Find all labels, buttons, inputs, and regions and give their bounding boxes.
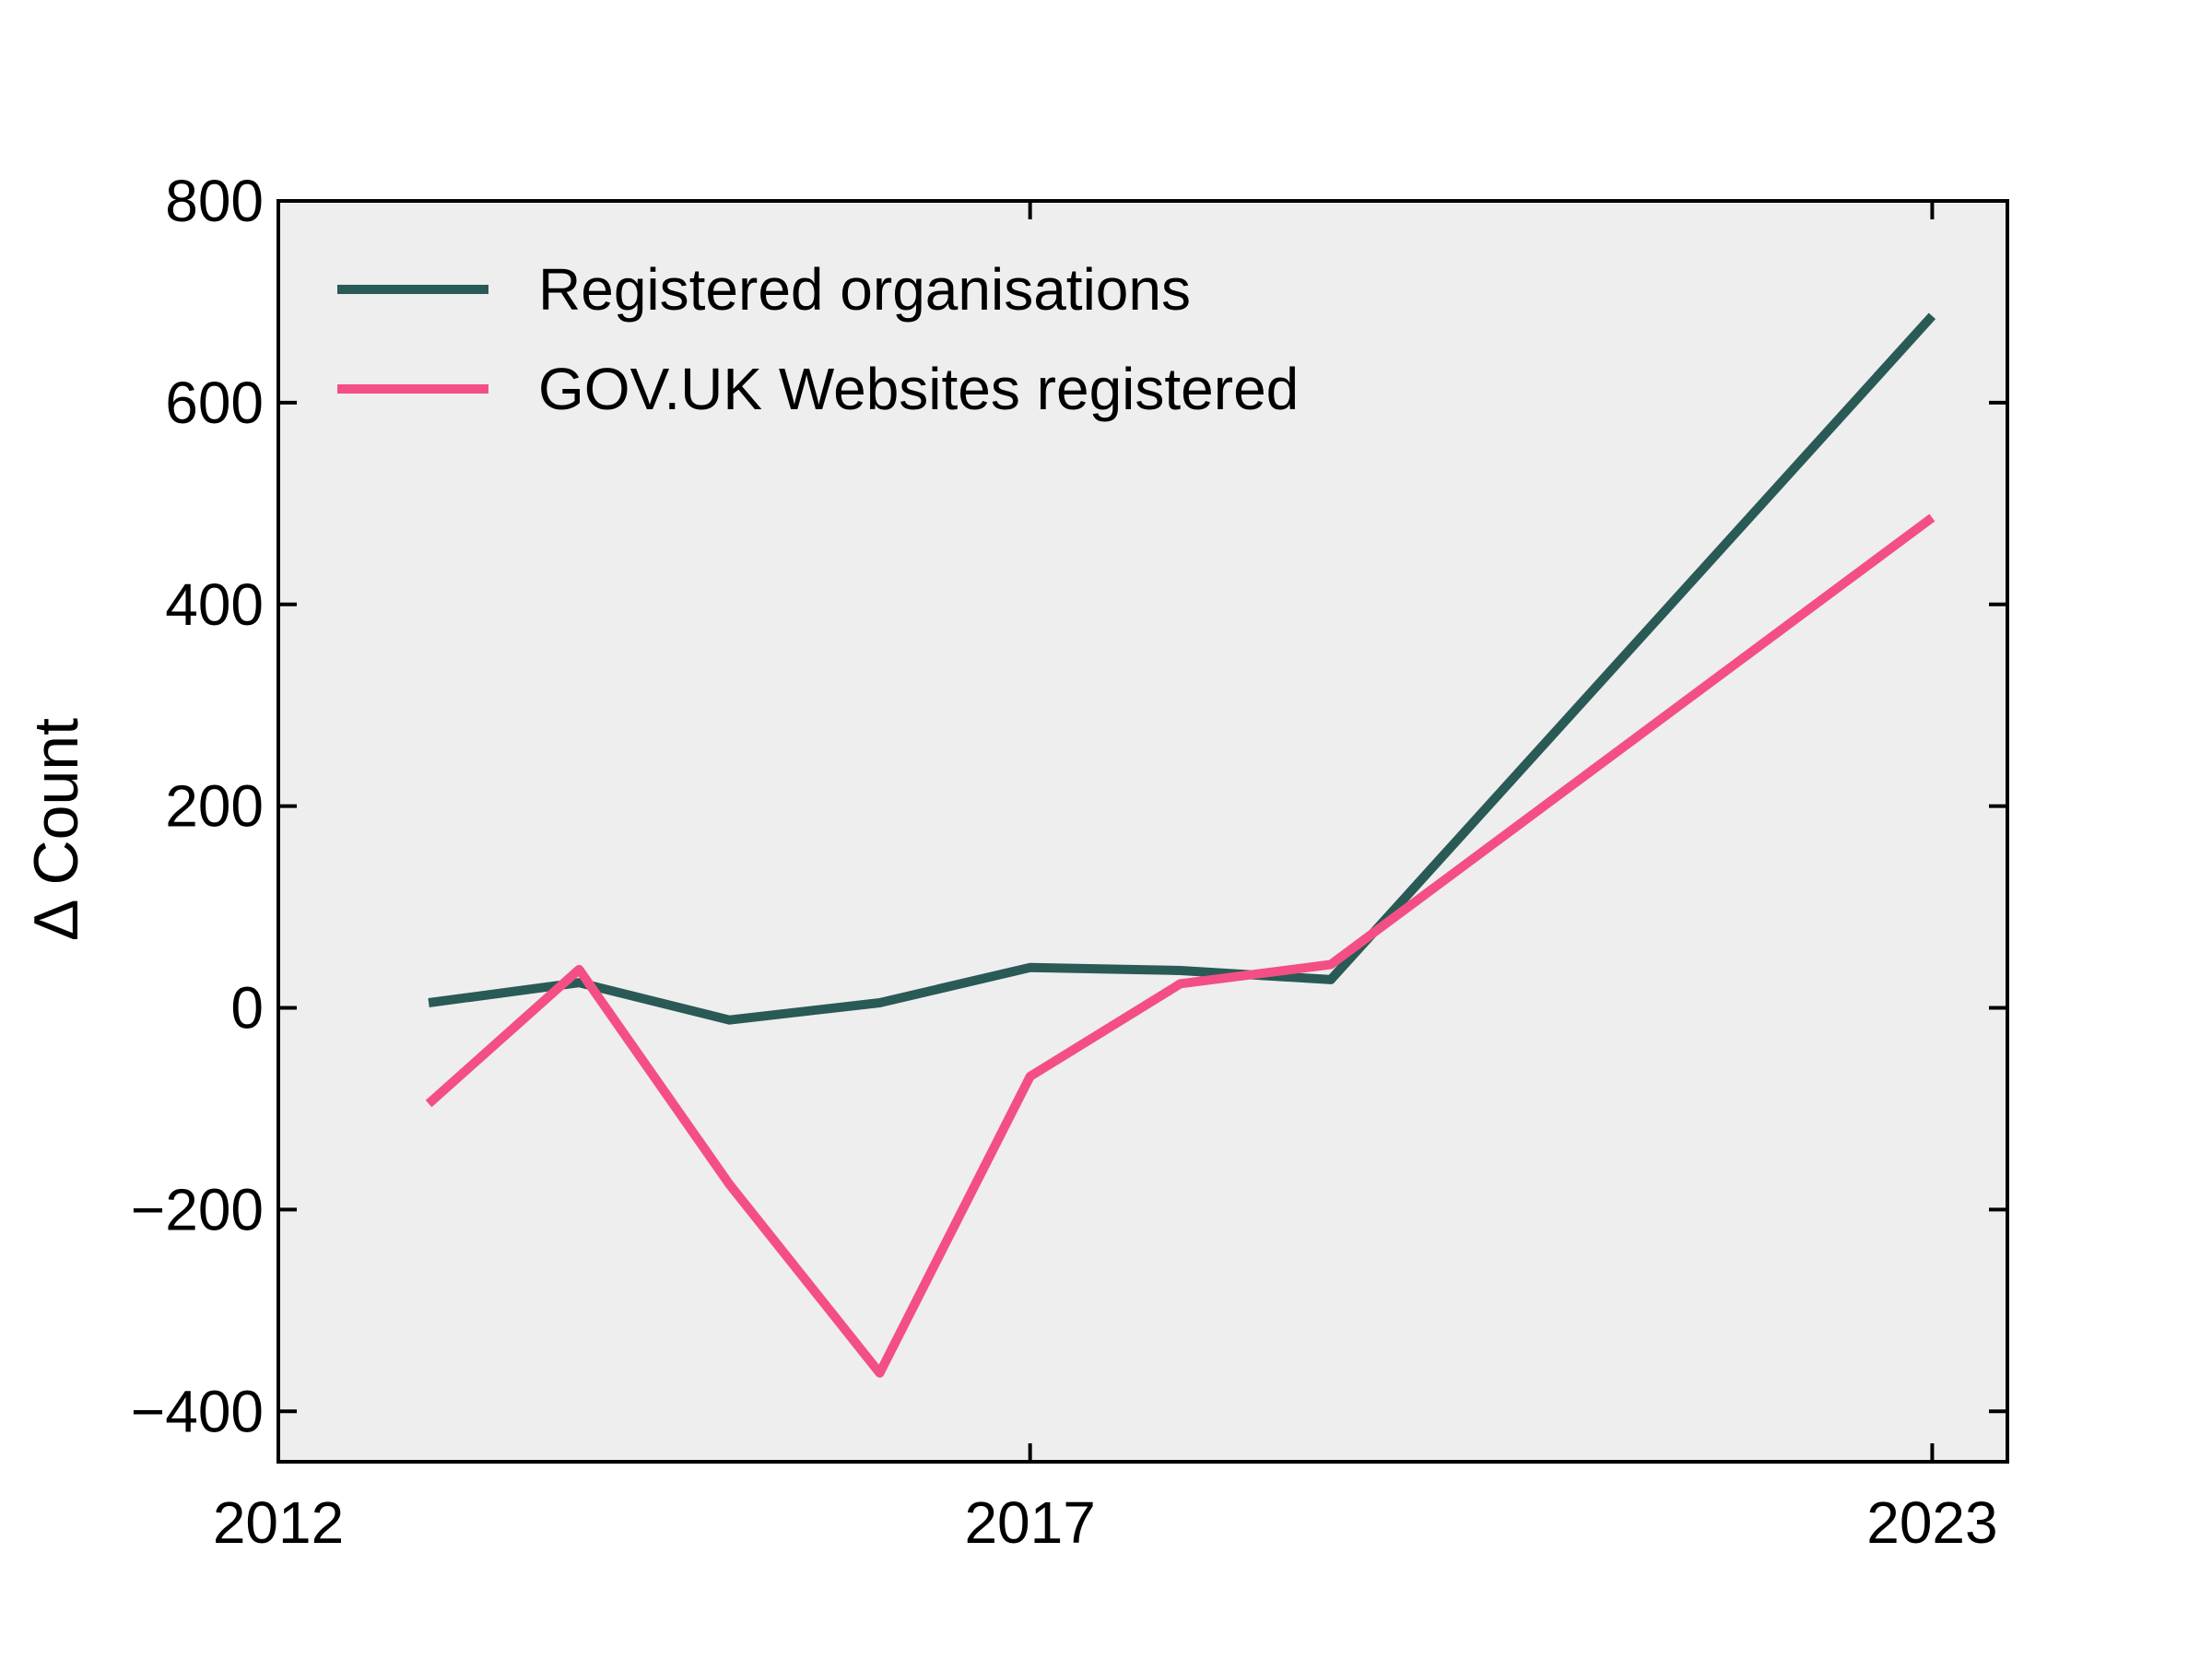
series-line-1 bbox=[428, 312, 1936, 1025]
y-tick-label: 0 bbox=[230, 975, 264, 1041]
plot-frame bbox=[276, 199, 2009, 1464]
y-tick-label: 600 bbox=[165, 370, 264, 436]
series-line-2 bbox=[425, 513, 1936, 1378]
y-tick-label: 800 bbox=[165, 168, 264, 234]
y-tick-label: −400 bbox=[131, 1378, 264, 1444]
legend-label-1: Registered organisations bbox=[538, 256, 1191, 323]
y-tick-label: 400 bbox=[165, 571, 264, 638]
y-tick-label: −200 bbox=[131, 1176, 264, 1242]
x-tick-label: 2023 bbox=[1866, 1489, 1997, 1556]
y-tick-label: 200 bbox=[165, 773, 264, 840]
x-tick-label: 2017 bbox=[964, 1489, 1095, 1556]
legend-label-2: GOV.UK Websites registered bbox=[538, 356, 1299, 422]
plot-area bbox=[278, 201, 2007, 1462]
x-tick-label: 2012 bbox=[213, 1489, 344, 1556]
y-axis-label: Δ Count bbox=[21, 718, 91, 941]
